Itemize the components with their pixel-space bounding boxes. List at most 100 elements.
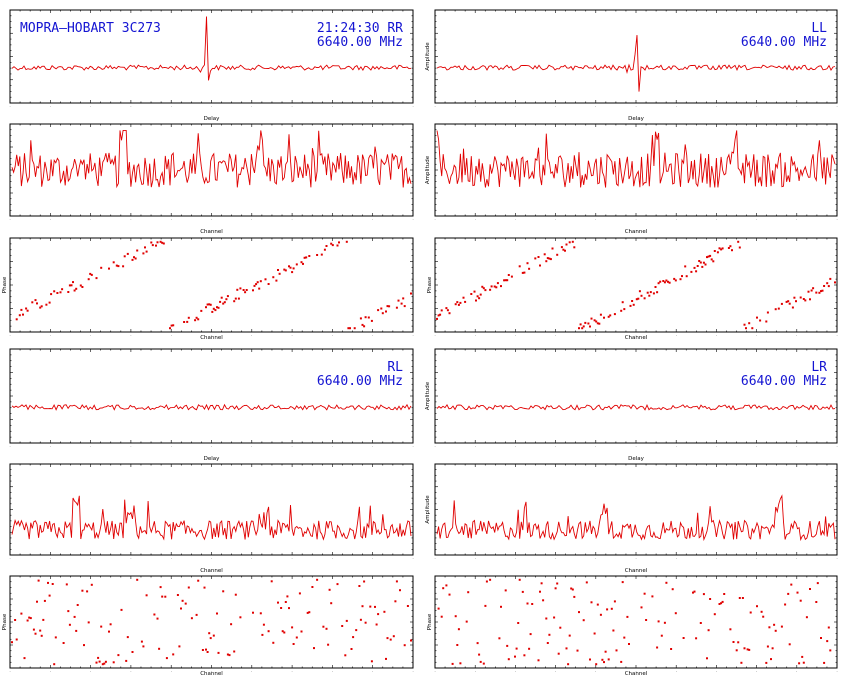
phase-point [695,637,698,640]
phase-point [277,601,279,604]
phase-point [645,619,648,621]
phase-point [603,661,605,664]
phase-point [359,618,362,621]
phase-point [223,301,226,304]
phase-point [809,298,811,301]
phase-point [42,618,45,621]
phase-point [125,659,128,662]
phase-point [359,317,362,320]
phase-point [234,297,237,300]
phase-point [539,590,541,593]
phase-point [316,578,319,581]
phase-axis-label: Phase [2,613,8,630]
phase-point [473,290,476,293]
phase-point [184,602,187,605]
phase-point [291,626,294,629]
phase-point [546,642,549,644]
phase-point [347,327,350,330]
phase-point [690,270,693,273]
phase-point [295,263,298,266]
phase-point [692,591,694,594]
tick-label: · [555,670,556,674]
phase-point [548,633,551,636]
phase-point [212,307,215,310]
phase-point [437,314,440,317]
phase-point [506,279,509,282]
phase-point [521,271,524,274]
tick-label: · [796,334,797,338]
phase-point [100,625,103,628]
phase-point [823,285,826,287]
phase-point [604,650,607,653]
phase-point [284,269,287,272]
tick-label: · [211,334,212,338]
phase-point [363,325,366,328]
phase-point [445,584,448,587]
frequency-title: 6640.00 MHz [741,35,827,50]
tick-label: · [171,557,172,561]
phase-point [457,628,460,631]
phase-point [36,302,38,305]
phase-point [674,279,677,282]
phase-point [306,611,309,614]
phase-point [81,286,84,288]
phase-point [187,586,190,589]
phase-point [169,327,171,330]
phase-point [283,631,286,634]
tick-label: · [434,670,435,674]
phase-point [496,282,499,285]
phase-point [292,267,295,270]
delay-amplitude-axis-label: Amplitude [425,42,431,71]
phase-point [131,258,134,261]
phase-point [721,247,724,250]
phase-point [718,603,721,605]
tick-label: · [171,334,172,338]
phase-point [706,657,708,660]
phase-axis-label: Phase [427,613,433,630]
tick-label: · [9,445,10,449]
phase-point [377,309,380,312]
phase-point [172,324,175,327]
phase-point [53,290,56,293]
phase-point [701,265,704,268]
tick-label: · [716,105,717,109]
phase-point [216,306,218,309]
phase-point [311,586,314,588]
phase-point [410,292,412,295]
tick-label: · [9,670,10,674]
phase-point [657,620,660,623]
phase-point [799,296,802,299]
tick-label: · [332,105,333,109]
phase-point [665,279,668,282]
phase-point [29,617,32,620]
phase-point [638,290,641,293]
phase-point [787,300,790,303]
phase-point [76,604,79,606]
phase-point [557,652,560,655]
phase-point [259,612,262,615]
phase-point [186,320,189,323]
phase-point [743,647,746,650]
tick-label: · [90,218,91,222]
phase-point [288,265,290,268]
phase-point [410,639,412,642]
phase-point [28,616,31,619]
delay-axis-label: Delay [204,456,221,462]
phase-point [244,291,247,294]
phase-point [459,301,462,304]
phase-point [748,648,751,651]
phase-point [209,303,212,306]
phase-point [632,303,635,306]
phase-point [470,293,473,295]
tick-label: · [130,218,131,222]
phase-point [628,643,630,645]
phase-point [465,620,468,623]
tick-label: · [50,218,51,222]
phase-point [136,578,139,581]
phase-point [589,658,591,661]
phase-point [484,604,487,607]
phase-point [151,244,154,247]
phase-point [596,322,599,325]
phase-point [11,641,13,644]
